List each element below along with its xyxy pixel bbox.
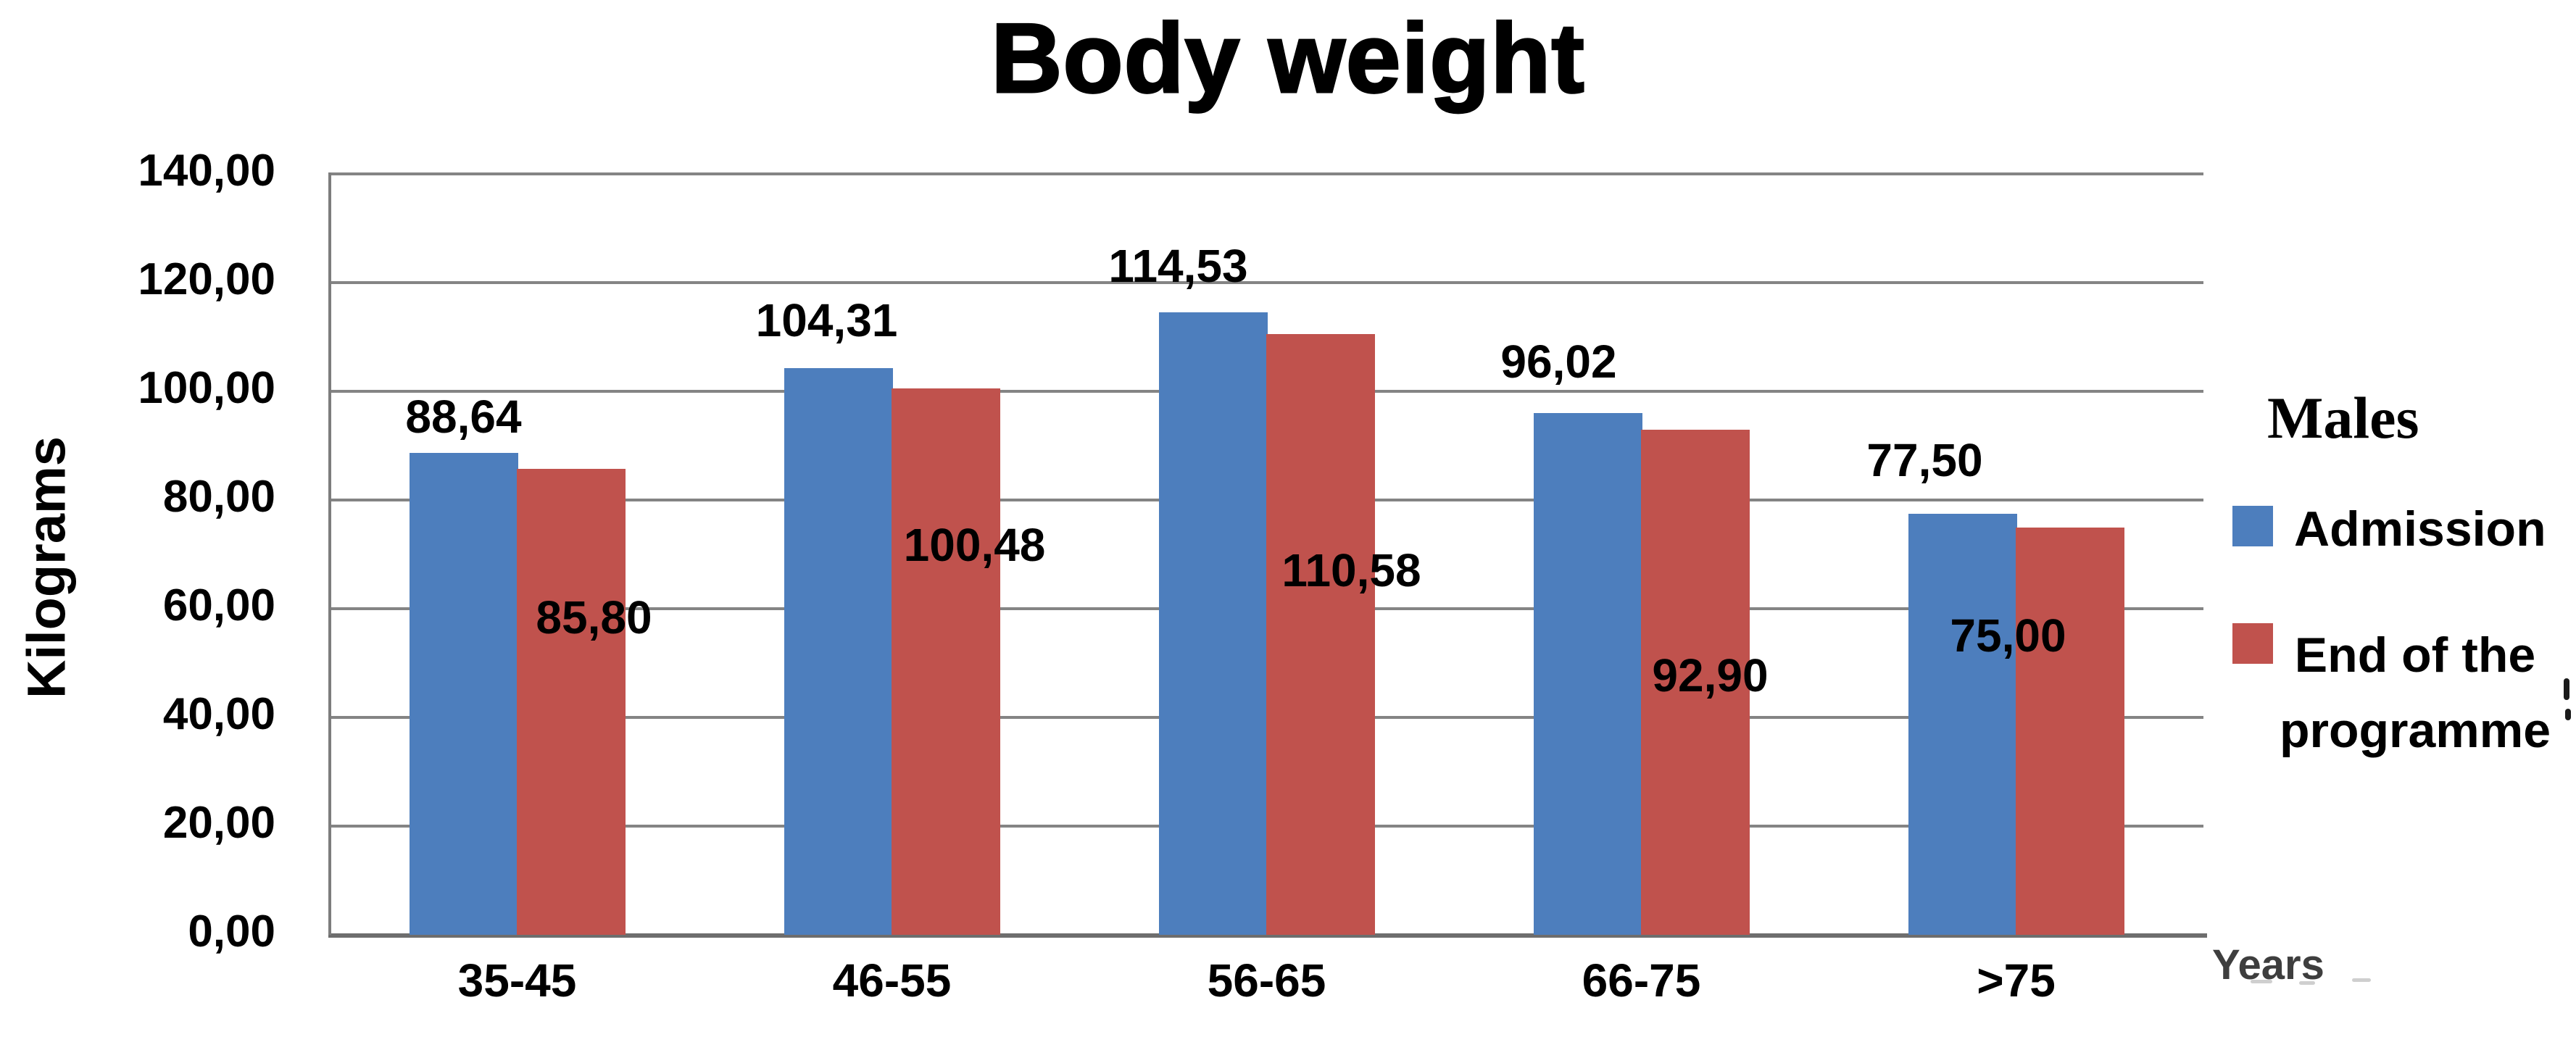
chart-title: Body weight (990, 2, 1585, 114)
legend-label-admission: Admission (2294, 501, 2546, 557)
smudge-mark (2565, 709, 2571, 720)
y-tick-label: 40,00 (162, 689, 275, 739)
gridline (330, 172, 2203, 175)
bar-admission-66-75 (1533, 412, 1642, 935)
data-label-end-of-the-programme-46-55: 100,48 (903, 519, 1046, 571)
bar-end-of-the-programme-46-55 (891, 388, 1000, 935)
legend-label-end-of-the-programme: End of the programme (2279, 628, 2551, 758)
x-tick-label: >75 (1977, 954, 2056, 1007)
smudge-mark (2564, 678, 2569, 700)
data-label-end-of-the-programme-35-45: 85,80 (536, 591, 652, 643)
y-axis-line (328, 172, 331, 935)
x-tick-label: 46-55 (832, 954, 952, 1007)
legend-title: Males (2267, 385, 2419, 451)
bar-admission-56-65 (1158, 312, 1268, 935)
bar-end-of-the-programme->75 (2015, 527, 2124, 935)
bar-admission-35-45 (409, 453, 518, 935)
data-label-end-of-the-programme->75: 75,00 (1950, 609, 2066, 662)
data-label-admission-35-45: 88,64 (405, 391, 522, 443)
data-label-admission->75: 77,50 (1866, 434, 1983, 486)
data-label-admission-66-75: 96,02 (1500, 336, 1617, 388)
data-label-admission-56-65: 114,53 (1108, 240, 1248, 292)
x-axis-line (328, 933, 2207, 938)
x-tick-label: 66-75 (1582, 954, 1701, 1007)
bar-end-of-the-programme-35-45 (516, 468, 626, 935)
legend-swatch-admission (2232, 506, 2273, 546)
y-tick-label: 120,00 (138, 254, 275, 304)
data-label-end-of-the-programme-66-75: 92,90 (1652, 649, 1769, 701)
smudge-mark (2299, 981, 2315, 985)
x-tick-label: 56-65 (1207, 954, 1326, 1007)
y-tick-label: 140,00 (138, 146, 275, 196)
bar-end-of-the-programme-66-75 (1640, 430, 1750, 935)
data-label-admission-46-55: 104,31 (755, 294, 898, 346)
y-tick-label: 100,00 (138, 363, 275, 413)
y-tick-label: 60,00 (162, 580, 275, 630)
smudge-mark (2251, 980, 2272, 983)
smudge-mark (2352, 978, 2371, 982)
bar-admission-46-55 (784, 367, 893, 935)
x-tick-label: 35-45 (457, 954, 577, 1007)
bar-end-of-the-programme-56-65 (1266, 333, 1375, 935)
data-label-end-of-the-programme-56-65: 110,58 (1281, 544, 1421, 596)
gridline (330, 281, 2203, 284)
bar-admission->75 (1908, 513, 2017, 935)
y-tick-label: 80,00 (162, 472, 275, 522)
y-tick-label: 0,00 (188, 907, 275, 957)
y-tick-label: 20,00 (162, 798, 275, 848)
legend-swatch-end-of-the-programme (2232, 623, 2273, 664)
